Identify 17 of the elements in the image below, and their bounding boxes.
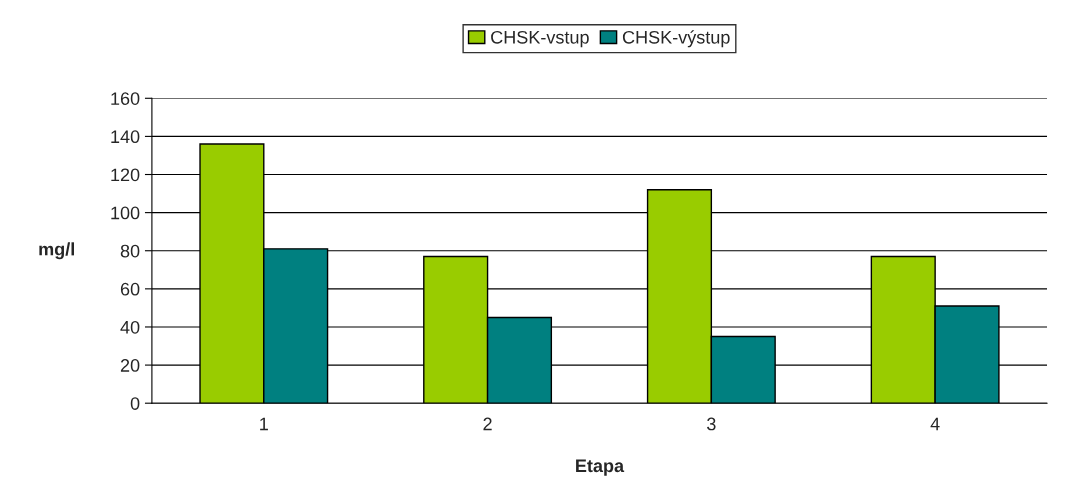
y-axis-title: mg/l	[39, 242, 74, 260]
legend-label: CHSK-vstup	[491, 30, 589, 48]
y-tick-label: 40	[120, 320, 140, 334]
x-tick-label: 2	[483, 417, 492, 431]
y-tick-label: 0	[130, 397, 140, 410]
x-tick-label: 1	[260, 417, 268, 431]
x-axis-title: Etapa	[576, 459, 625, 476]
y-tick-label: 140	[111, 130, 140, 144]
y-tick-label: 100	[111, 206, 140, 220]
y-tick-label: 20	[120, 359, 140, 372]
y-tick-label: 120	[111, 168, 140, 182]
x-tick-label: 3	[707, 417, 716, 431]
y-tick-label: 160	[111, 92, 140, 105]
legend-label: CHSK-výstup	[622, 30, 730, 48]
y-tick-label: 80	[120, 244, 140, 258]
x-tick-label: 4	[930, 417, 940, 431]
y-tick-label: 60	[120, 282, 140, 296]
